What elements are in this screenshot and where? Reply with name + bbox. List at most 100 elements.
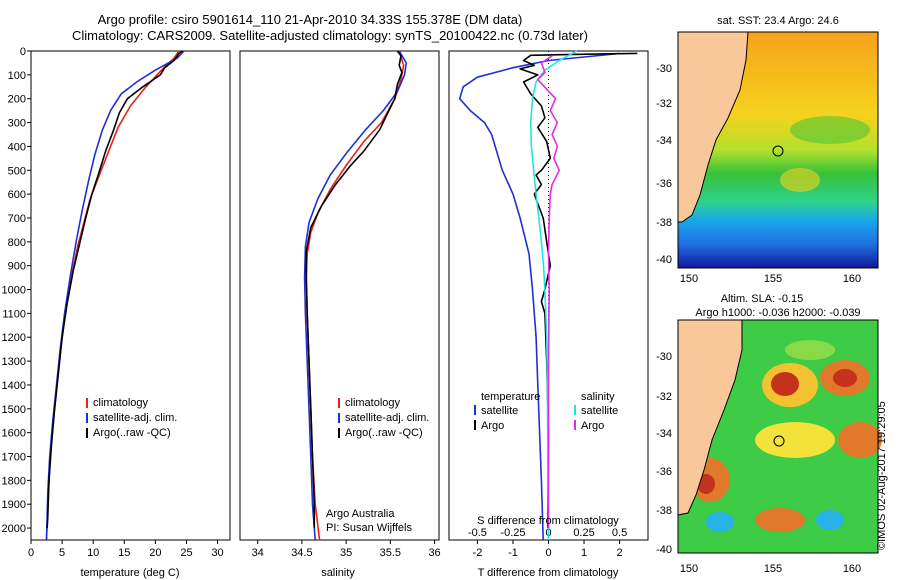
difference-series-s-argo: [536, 55, 561, 529]
sla-xtick: 150: [680, 563, 698, 575]
legend-satellite: satellite-adj. clim.: [345, 412, 429, 424]
sla-map-title2: Argo h1000: -0.036 h2000: -0.039: [695, 307, 860, 319]
temperature-xtick-label: 30: [211, 547, 223, 559]
salinity-xtick-label: 36: [428, 547, 440, 559]
annotation-argo-australia: Argo Australia: [326, 508, 395, 520]
salinity-series-satellite-adj-clim-: [303, 50, 408, 541]
s-difference-xlabel: S difference from climatology: [477, 515, 619, 527]
salinity-xtick-label: 34.5: [291, 547, 312, 559]
sla-map: Altim. SLA: -0.15 Argo h1000: -0.036 h20…: [656, 293, 882, 575]
legend-s-satellite: satellite: [581, 405, 618, 417]
legend-argo: Argo(..raw -QC): [93, 427, 171, 439]
depth-tick-label: 600: [8, 189, 26, 201]
depth-tick-label: 100: [8, 70, 26, 82]
difference-series-t-argo: [519, 52, 638, 529]
difference-xtick-label: 0: [545, 547, 551, 559]
sla-ytick: -32: [656, 391, 672, 403]
sla-ytick: -38: [656, 505, 672, 517]
temperature-xlabel: temperature (deg C): [80, 567, 179, 579]
legend-t-argo: Argo: [481, 420, 504, 432]
sla-high-core: [833, 369, 857, 387]
temperature-legend: climatology satellite-adj. clim. Argo(..…: [86, 397, 177, 439]
depth-tick-label: 2000: [2, 523, 26, 535]
sla-low: [706, 512, 734, 532]
sla-ytick: -34: [656, 428, 672, 440]
sla-map-title1: Altim. SLA: -0.15: [721, 293, 804, 305]
difference-legend: temperature satellite Argo salinity sate…: [474, 391, 618, 432]
difference-series-t-satellite: [458, 52, 620, 541]
depth-tick-label: 1900: [2, 499, 26, 511]
sst-ytick: -36: [656, 178, 672, 190]
sla-high: [755, 508, 805, 532]
temperature-x-axis: 0 5 10 15 20 25 30: [28, 540, 224, 559]
t-difference-xlabel: T difference from climatology: [478, 567, 619, 579]
sla-map-frame: [677, 319, 879, 554]
sst-land: [677, 31, 749, 223]
sla-ytick: -30: [656, 351, 672, 363]
temperature-xtick-label: 10: [87, 547, 99, 559]
difference-series: [458, 50, 638, 541]
legend-argo: Argo(..raw -QC): [345, 427, 423, 439]
sst-xtick: 160: [843, 273, 861, 285]
sst-warm-patch: [780, 168, 820, 192]
salinity-xtick-label: 34: [252, 547, 264, 559]
temperature-xtick-label: 5: [59, 547, 65, 559]
salinity-legend: climatology satellite-adj. clim. Argo(..…: [338, 397, 429, 439]
salinity-series: [303, 50, 408, 541]
sla-map-axes: -30 -32 -34 -36 -38 -40 150 155 160: [656, 351, 861, 575]
depth-tick-label: 1400: [2, 380, 26, 392]
sla-high-core: [771, 372, 799, 396]
difference-xtick-label: 2: [617, 547, 623, 559]
sst-ytick: -38: [656, 217, 672, 229]
salinity-xtick-label: 35: [340, 547, 352, 559]
credit-text: ©IMOS 02-Aug-2017 19:29:05: [876, 401, 888, 550]
figure-title-line2: Climatology: CARS2009. Satellite-adjuste…: [72, 28, 588, 43]
sla-ytick: -36: [656, 466, 672, 478]
s-difference-tick-label: 0.5: [612, 527, 627, 539]
legend-t-satellite: satellite: [481, 405, 518, 417]
depth-tick-label: 900: [8, 261, 26, 273]
sst-argo-location: [772, 145, 784, 157]
legend-climatology: climatology: [93, 397, 149, 409]
sla-xtick: 155: [764, 563, 782, 575]
depth-tick-label: 700: [8, 213, 26, 225]
salinity-x-axis: 34 34.5 35 35.5 36: [252, 540, 441, 559]
temperature-xtick-label: 25: [180, 547, 192, 559]
figure-title-line1: Argo profile: csiro 5901614_110 21-Apr-2…: [97, 12, 523, 27]
difference-xtick-label: -1: [508, 547, 518, 559]
salinity-series-argo-raw-qc-: [305, 50, 403, 529]
depth-tick-label: 1100: [2, 308, 26, 320]
salinity-panel: 34 34.5 35 35.5 36 salinity climatology sate…: [239, 50, 441, 579]
depth-tick-label: 500: [8, 165, 26, 177]
temperature-xtick-label: 0: [28, 547, 34, 559]
sst-ytick: -32: [656, 98, 672, 110]
difference-panel: -2 -1 0 1 2 -0.5 -0.25 0 0.25 0.5 T difference f…: [448, 50, 649, 579]
depth-tick-label: 1500: [2, 404, 26, 416]
difference-xtick-label: 1: [581, 547, 587, 559]
depth-tick-label: 1800: [2, 475, 26, 487]
sla-high: [838, 422, 882, 458]
depth-axis: 0 100 200 300 400 500 600 700 800 900 1000 1100 1200…: [2, 46, 31, 535]
t-difference-x-axis: -2 -1 0 1 2: [473, 540, 623, 559]
temperature-xtick-label: 20: [149, 547, 161, 559]
sla-mid: [785, 340, 835, 360]
difference-xtick-label: -2: [473, 547, 483, 559]
temperature-series: [45, 50, 185, 541]
s-difference-tick-label: 0.25: [573, 527, 594, 539]
s-difference-tick-label: -0.5: [468, 527, 487, 539]
sst-map-axes: -30 -32 -34 -36 -38 -40 150 155 160: [656, 63, 861, 285]
depth-tick-label: 200: [8, 94, 26, 106]
depth-tick-label: 1200: [2, 332, 26, 344]
temperature-series-argo-raw-qc-: [46, 50, 184, 529]
sst-ytick: -30: [656, 63, 672, 75]
annotation-pi: PI: Susan Wijffels: [326, 522, 412, 534]
salinity-xlabel: salinity: [321, 567, 355, 579]
legend-satellite: satellite-adj. clim.: [93, 412, 177, 424]
sst-xtick: 155: [764, 273, 782, 285]
sla-argo-location: [773, 435, 785, 447]
legend-s-argo: Argo: [581, 420, 604, 432]
sla-land: [677, 319, 743, 516]
sst-xtick: 150: [680, 273, 698, 285]
legend-salinity-title: salinity: [581, 391, 615, 403]
